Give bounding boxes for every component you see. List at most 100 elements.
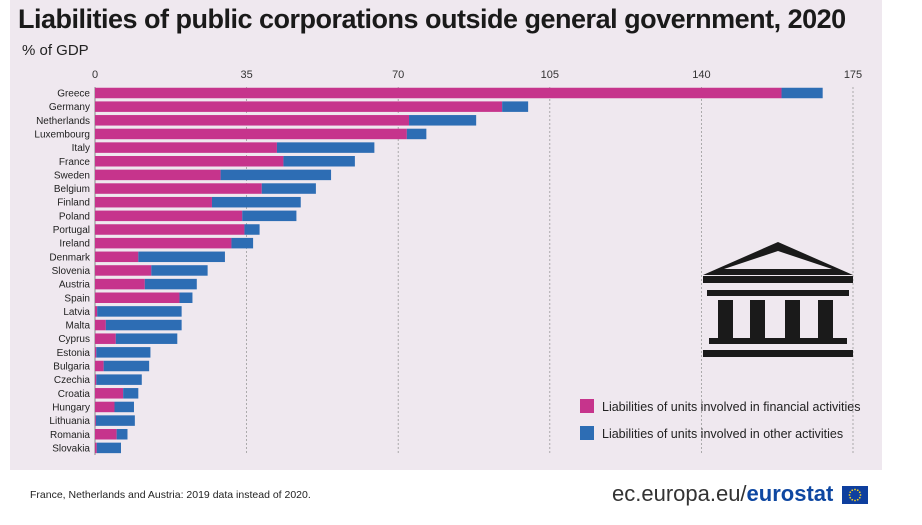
legend-label-other: Liabilities of units involved in other a… xyxy=(602,427,843,441)
eurostat-link[interactable]: ec.europa.eu/eurostat xyxy=(612,481,833,507)
building-column xyxy=(818,300,833,338)
eu-flag-icon xyxy=(842,486,868,504)
building-column xyxy=(785,300,800,338)
flag-star xyxy=(849,491,852,494)
bar-other xyxy=(502,101,529,112)
bar-financial xyxy=(95,429,117,440)
category-label: Ireland xyxy=(59,239,90,250)
bar-financial xyxy=(95,388,124,399)
bar-financial xyxy=(95,292,180,303)
bar-other xyxy=(105,319,182,331)
bar-other xyxy=(96,347,151,358)
bar-other xyxy=(103,360,150,372)
bar-other xyxy=(151,265,208,276)
bar-other xyxy=(244,224,260,235)
x-tick-label: 35 xyxy=(240,69,252,81)
legend-swatch-other xyxy=(580,426,594,440)
flag-star xyxy=(851,498,854,501)
bar-financial xyxy=(95,278,145,290)
bar-financial xyxy=(95,360,104,372)
footnote: France, Netherlands and Austria: 2019 da… xyxy=(30,489,311,501)
bar-other xyxy=(179,292,193,303)
brand-name: eurostat xyxy=(746,481,834,506)
x-tick-label: 0 xyxy=(92,69,98,81)
building-entablature xyxy=(703,276,853,283)
flag-star xyxy=(851,489,854,492)
category-label: Portugal xyxy=(53,225,90,236)
bar-financial xyxy=(95,115,410,126)
bar-financial xyxy=(95,333,116,344)
bar-other xyxy=(95,415,135,426)
bar-other xyxy=(231,237,254,249)
bar-financial xyxy=(95,251,139,263)
flag-star xyxy=(858,491,861,494)
category-label: Slovenia xyxy=(52,266,91,277)
flag-star xyxy=(856,489,859,492)
bar-financial xyxy=(95,442,97,454)
category-label: Slovakia xyxy=(52,443,90,454)
bar-other xyxy=(114,401,134,413)
flag-star xyxy=(858,496,861,499)
legend: Liabilities of units involved in financi… xyxy=(580,399,860,441)
category-label: Italy xyxy=(72,143,90,154)
category-label: Belgium xyxy=(54,184,90,195)
chart-subtitle: % of GDP xyxy=(22,42,89,59)
bar-other xyxy=(220,169,332,181)
flag-star xyxy=(854,488,856,491)
category-label: Czechia xyxy=(54,375,91,386)
building-base xyxy=(703,350,853,357)
category-labels: Greece Germany Netherlands Luxembourg Italy F… xyxy=(34,89,91,455)
category-label: Netherlands xyxy=(36,116,90,127)
bar-other xyxy=(138,251,225,263)
category-label: Finland xyxy=(57,198,90,209)
building-icon xyxy=(703,242,853,357)
bar-other xyxy=(211,196,301,208)
chart: 0 35 70 105 140 175 Greece Germany Netherlands L… xyxy=(34,69,862,455)
chart-title: Liabilities of public corporations outsi… xyxy=(18,4,846,34)
bar-other xyxy=(261,183,316,194)
category-label: Estonia xyxy=(57,348,91,359)
bar-financial xyxy=(95,237,232,249)
bar-other xyxy=(116,429,128,440)
bar-financial xyxy=(95,156,284,167)
bar-financial xyxy=(95,224,245,235)
bar-other xyxy=(781,87,823,99)
chart-panel xyxy=(10,0,882,470)
bar-other xyxy=(144,278,197,290)
x-tick-label: 175 xyxy=(844,69,862,81)
bar-other xyxy=(409,115,477,126)
category-label: Greece xyxy=(57,89,90,100)
flag-star xyxy=(848,494,851,496)
category-label: Spain xyxy=(64,293,90,304)
x-axis-ticks: 0 35 70 105 140 175 xyxy=(92,69,862,81)
bar-other xyxy=(283,156,355,167)
flag-star xyxy=(856,498,859,501)
bar-financial xyxy=(95,128,407,140)
bar-other xyxy=(123,388,139,399)
bar-financial xyxy=(95,169,221,181)
bar-financial xyxy=(95,401,115,413)
category-label: Hungary xyxy=(52,402,90,413)
bar-financial xyxy=(95,306,98,317)
brand-prefix: ec.europa.eu/ xyxy=(612,481,747,506)
category-label: Romania xyxy=(50,430,90,441)
building-column xyxy=(750,300,765,338)
bar-financial xyxy=(95,210,243,222)
bar-financial xyxy=(95,374,97,385)
category-label: Latvia xyxy=(63,307,90,318)
bar-financial xyxy=(95,183,262,194)
building-column xyxy=(718,300,733,338)
legend-label-financial: Liabilities of units involved in financi… xyxy=(602,400,860,414)
category-label: Luxembourg xyxy=(34,129,90,140)
bar-financial xyxy=(95,196,212,208)
bar-financial xyxy=(95,87,782,99)
category-label: Cyprus xyxy=(58,334,90,345)
category-label: Poland xyxy=(59,211,90,222)
bar-other xyxy=(242,210,297,222)
bar-financial xyxy=(95,101,503,112)
x-tick-label: 70 xyxy=(392,69,404,81)
category-label: Lithuania xyxy=(49,416,90,427)
flag-star xyxy=(859,494,862,496)
bar-other xyxy=(97,306,182,317)
bar-financial xyxy=(95,265,152,276)
